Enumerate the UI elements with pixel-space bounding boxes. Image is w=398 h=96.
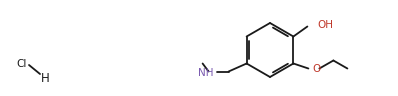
Text: O: O	[312, 65, 321, 74]
Text: NH: NH	[198, 67, 214, 77]
Text: OH: OH	[317, 21, 334, 31]
Text: Cl: Cl	[17, 59, 27, 69]
Text: H: H	[41, 72, 49, 84]
